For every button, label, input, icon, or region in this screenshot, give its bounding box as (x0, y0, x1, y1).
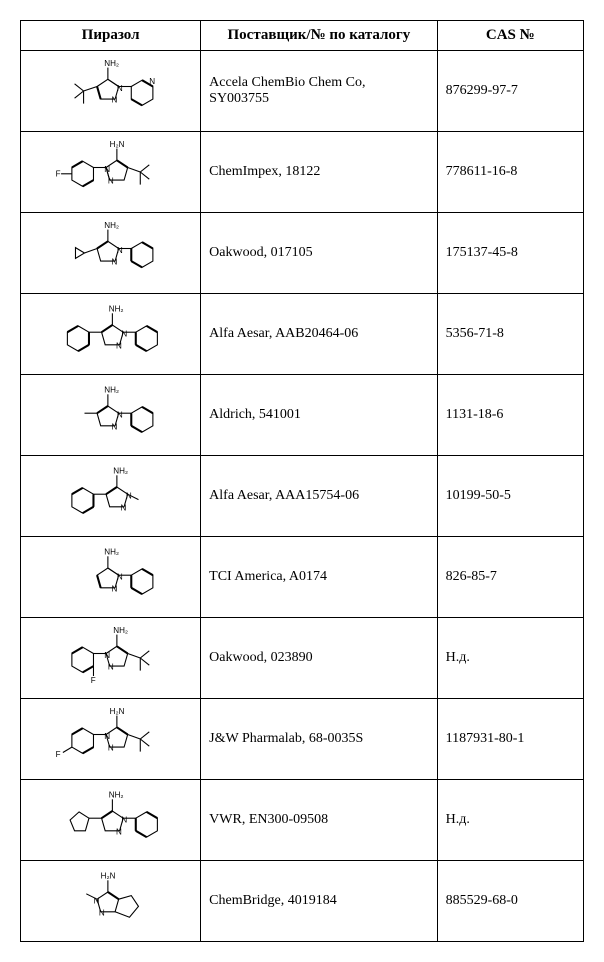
svg-text:N: N (116, 341, 122, 350)
structure-cell: NH₂ N N (21, 375, 201, 456)
svg-text:N: N (117, 573, 123, 582)
table-row: H₂N N N ChemBridge, 4019184 885529-68-0 (21, 861, 584, 942)
svg-text:NH₂: NH₂ (113, 467, 128, 476)
structure-cell: NH₂ N N (21, 537, 201, 618)
svg-text:N: N (99, 908, 105, 917)
structure-cell: NH₂ N N (21, 456, 201, 537)
structure-cell: H₂N N N F (21, 699, 201, 780)
svg-text:N: N (121, 816, 127, 825)
table-row: NH₂ N N Aldrich, 541001 1131-18-6 (21, 375, 584, 456)
svg-text:N: N (111, 96, 117, 105)
svg-text:NH₂: NH₂ (109, 305, 124, 314)
supplier-cell: Accela ChemBio Chem Co, SY003755 (201, 51, 437, 132)
pyrazole-table: Пиразол Поставщик/№ по каталогу CAS № (20, 20, 584, 942)
structure-cell: H₂N N N F (21, 132, 201, 213)
svg-text:NH₂: NH₂ (113, 626, 128, 635)
header-col3: CAS № (437, 21, 583, 51)
supplier-cell: Aldrich, 541001 (201, 375, 437, 456)
svg-text:N: N (104, 165, 110, 174)
cas-cell: Н.д. (437, 780, 583, 861)
svg-text:N: N (149, 77, 155, 86)
cas-cell: 1131-18-6 (437, 375, 583, 456)
structure-cell: NH₂ N N (21, 294, 201, 375)
supplier-cell: ChemImpex, 18122 (201, 132, 437, 213)
cas-cell: 175137-45-8 (437, 213, 583, 294)
structure-cell: H₂N N N (21, 861, 201, 942)
svg-text:NH₂: NH₂ (104, 548, 119, 557)
svg-text:N: N (104, 651, 110, 660)
table-row: NH₂ N N Alfa Aesar, AAA15754-06 10199-50… (21, 456, 584, 537)
supplier-cell: ChemBridge, 4019184 (201, 861, 437, 942)
cas-cell: 1187931-80-1 (437, 699, 583, 780)
table-row: NH₂ N N F Oakwood, 023890 Н.д. (21, 618, 584, 699)
svg-text:F: F (56, 750, 61, 759)
supplier-cell: TCI America, A0174 (201, 537, 437, 618)
svg-text:F: F (56, 170, 61, 179)
svg-text:N: N (117, 246, 123, 255)
svg-text:N: N (111, 258, 117, 267)
svg-text:N: N (120, 503, 126, 512)
svg-text:N: N (111, 422, 117, 431)
table-row: NH₂ N N Oakwood, 017105 175137-45-8 (21, 213, 584, 294)
table-row: H₂N N N F ChemImpex, 18122 778611-16-8 (21, 132, 584, 213)
header-row: Пиразол Поставщик/№ по каталогу CAS № (21, 21, 584, 51)
svg-text:N: N (108, 663, 114, 672)
svg-text:F: F (91, 676, 96, 685)
svg-text:N: N (121, 330, 127, 339)
header-col2: Поставщик/№ по каталогу (201, 21, 437, 51)
svg-text:N: N (111, 584, 117, 593)
cas-cell: 876299-97-7 (437, 51, 583, 132)
supplier-cell: VWR, EN300-09508 (201, 780, 437, 861)
cas-cell: 778611-16-8 (437, 132, 583, 213)
supplier-cell: Oakwood, 023890 (201, 618, 437, 699)
structure-cell: NH₂ N N F (21, 618, 201, 699)
structure-cell: NH₂ N N N (21, 51, 201, 132)
svg-text:NH₂: NH₂ (104, 386, 119, 395)
supplier-cell: Alfa Aesar, AAB20464-06 (201, 294, 437, 375)
svg-text:N: N (117, 411, 123, 420)
svg-text:H₂N: H₂N (101, 872, 116, 881)
svg-text:H₂N: H₂N (110, 707, 125, 716)
table-row: NH₂ N N TCI America, A0174 826-85-7 (21, 537, 584, 618)
svg-text:NH₂: NH₂ (104, 221, 119, 230)
structure-cell: NH₂ N N (21, 780, 201, 861)
table-row: H₂N N N F J&W Pharmalab, 68-0035S 118793… (21, 699, 584, 780)
svg-text:N: N (93, 897, 99, 906)
svg-text:N: N (108, 177, 114, 186)
table-row: NH₂ N N N Accela ChemBio Chem Co, SY0037… (21, 51, 584, 132)
svg-text:N: N (116, 827, 122, 836)
cas-cell: 10199-50-5 (437, 456, 583, 537)
svg-text:N: N (126, 492, 132, 501)
supplier-cell: Alfa Aesar, AAA15754-06 (201, 456, 437, 537)
structure-cell: NH₂ N N (21, 213, 201, 294)
svg-text:N: N (117, 84, 123, 93)
supplier-cell: Oakwood, 017105 (201, 213, 437, 294)
svg-text:NH₂: NH₂ (109, 791, 124, 800)
cas-cell: 885529-68-0 (437, 861, 583, 942)
cas-cell: Н.д. (437, 618, 583, 699)
supplier-cell: J&W Pharmalab, 68-0035S (201, 699, 437, 780)
table-row: NH₂ N N Alfa Aesar, AAB20464-06 5356-71-… (21, 294, 584, 375)
header-col1: Пиразол (21, 21, 201, 51)
table-row: NH₂ N N VWR, EN300-09508 Н.д. (21, 780, 584, 861)
svg-text:NH₂: NH₂ (104, 59, 119, 68)
svg-text:H₂N: H₂N (110, 140, 125, 149)
svg-text:N: N (104, 732, 110, 741)
svg-text:N: N (108, 744, 114, 753)
cas-cell: 5356-71-8 (437, 294, 583, 375)
cas-cell: 826-85-7 (437, 537, 583, 618)
